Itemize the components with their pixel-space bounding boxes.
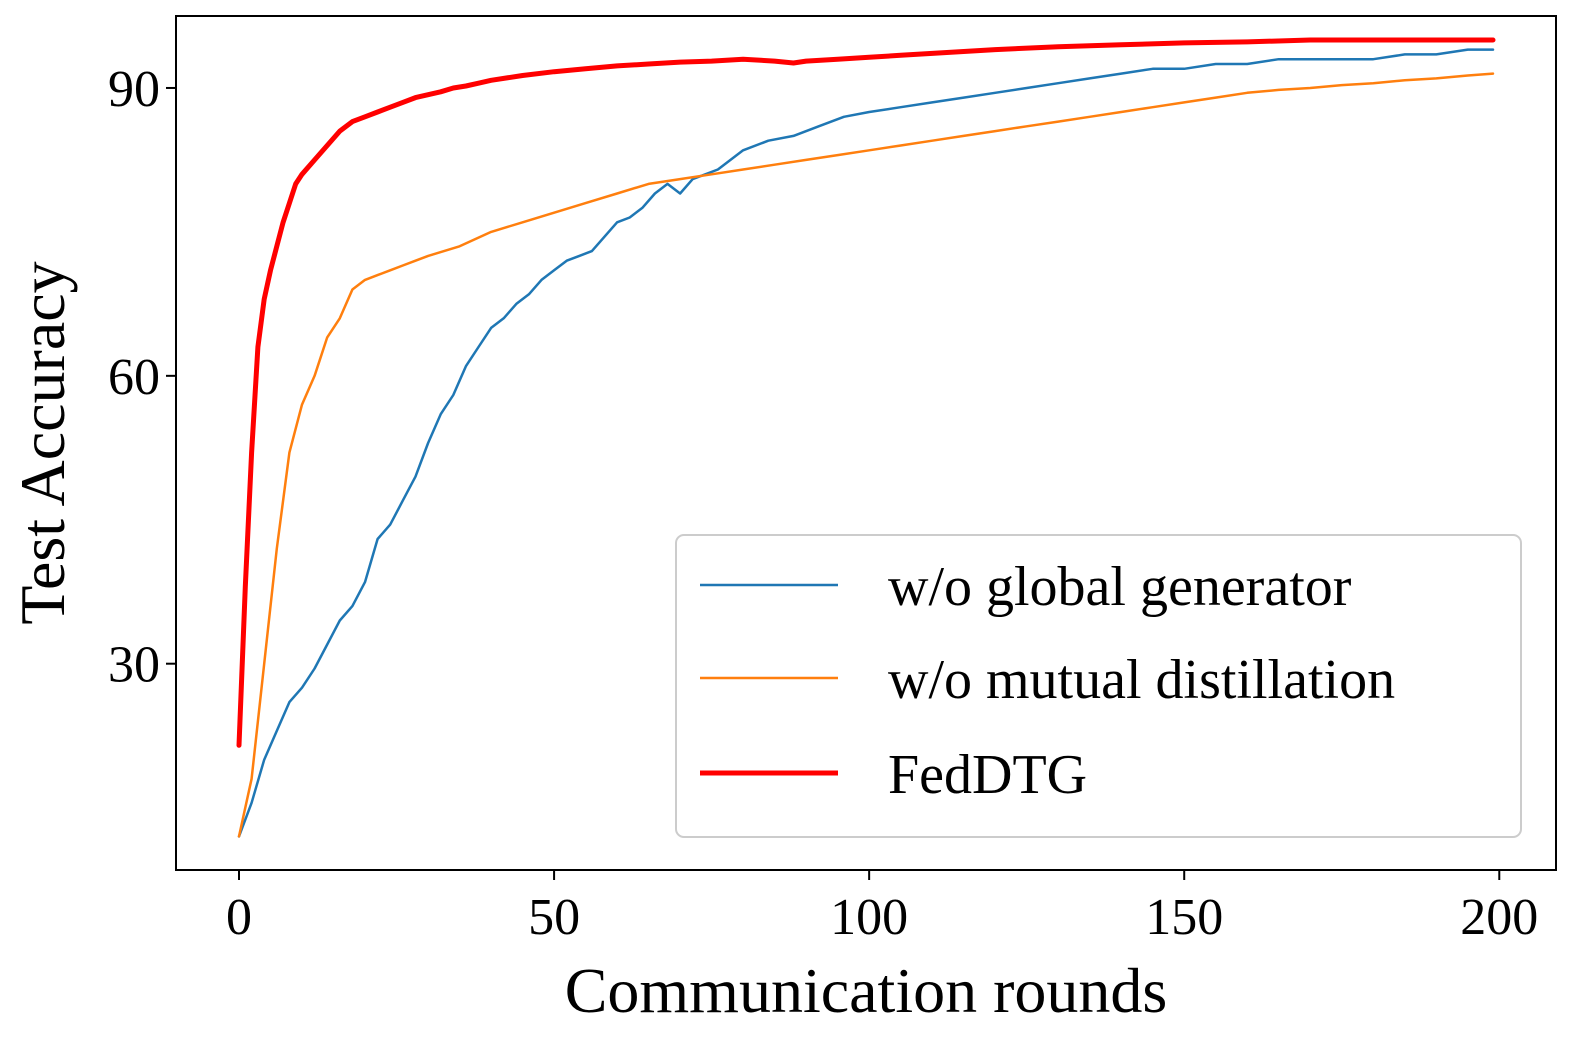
plot-frame <box>175 15 1557 871</box>
series-line-1 <box>237 48 1495 838</box>
legend-label-1: w/o global generator <box>888 556 1352 618</box>
y-axis-label: Test Accuracy <box>7 261 78 624</box>
y-tick-label: 60 <box>108 349 160 406</box>
y-tick-label: 30 <box>108 637 160 694</box>
x-axis-label: Communication rounds <box>565 955 1168 1026</box>
legend-items: w/o global generator w/o mutual distillat… <box>700 556 1395 806</box>
series-layer <box>236 37 1496 838</box>
x-tick-label: 200 <box>1460 889 1538 946</box>
legend: w/o global generator w/o mutual distillat… <box>675 534 1522 838</box>
series-line-3 <box>236 37 1496 748</box>
x-tick-label: 0 <box>226 889 252 946</box>
x-tick-label: 50 <box>528 889 580 946</box>
legend-label-3: FedDTG <box>888 744 1087 806</box>
y-axis-ticks: 30 60 90 <box>108 61 176 694</box>
x-axis-ticks: 0 50 100 150 200 <box>226 870 1538 946</box>
series-line-2 <box>237 72 1495 838</box>
legend-box <box>675 534 1522 838</box>
legend-label-2: w/o mutual distillation <box>888 649 1395 711</box>
y-tick-label: 90 <box>108 61 160 118</box>
x-tick-label: 100 <box>830 889 908 946</box>
x-tick-label: 150 <box>1145 889 1223 946</box>
